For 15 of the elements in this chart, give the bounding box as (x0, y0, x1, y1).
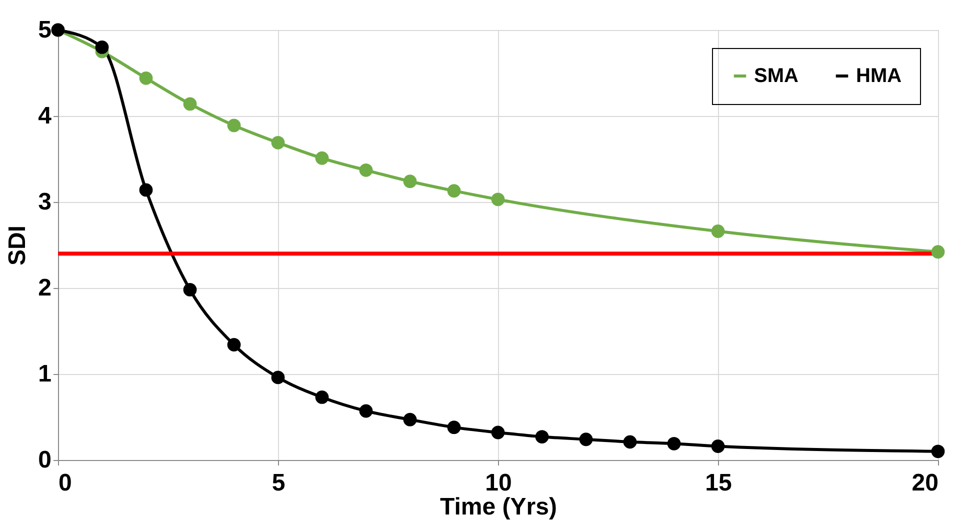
y-tick-label: 2 (38, 274, 52, 302)
x-tick-label: 20 (912, 470, 938, 496)
x-tick-label: 0 (58, 470, 72, 496)
y-tick-label: 0 (38, 446, 52, 474)
legend-label: SMA (754, 65, 798, 87)
legend-label: HMA (856, 65, 902, 87)
x-tick-label: 5 (272, 470, 286, 496)
y-tick-label: 3 (38, 188, 52, 216)
y-axis-title: SDI (4, 225, 32, 266)
x-tick-label: 15 (705, 470, 732, 496)
y-tick-label: 4 (38, 102, 52, 130)
y-tick-label: 1 (38, 360, 52, 388)
x-axis-title: Time (Yrs) (440, 494, 557, 520)
x-tick-label: 10 (485, 470, 512, 496)
y-tick-label: 5 (38, 16, 52, 44)
